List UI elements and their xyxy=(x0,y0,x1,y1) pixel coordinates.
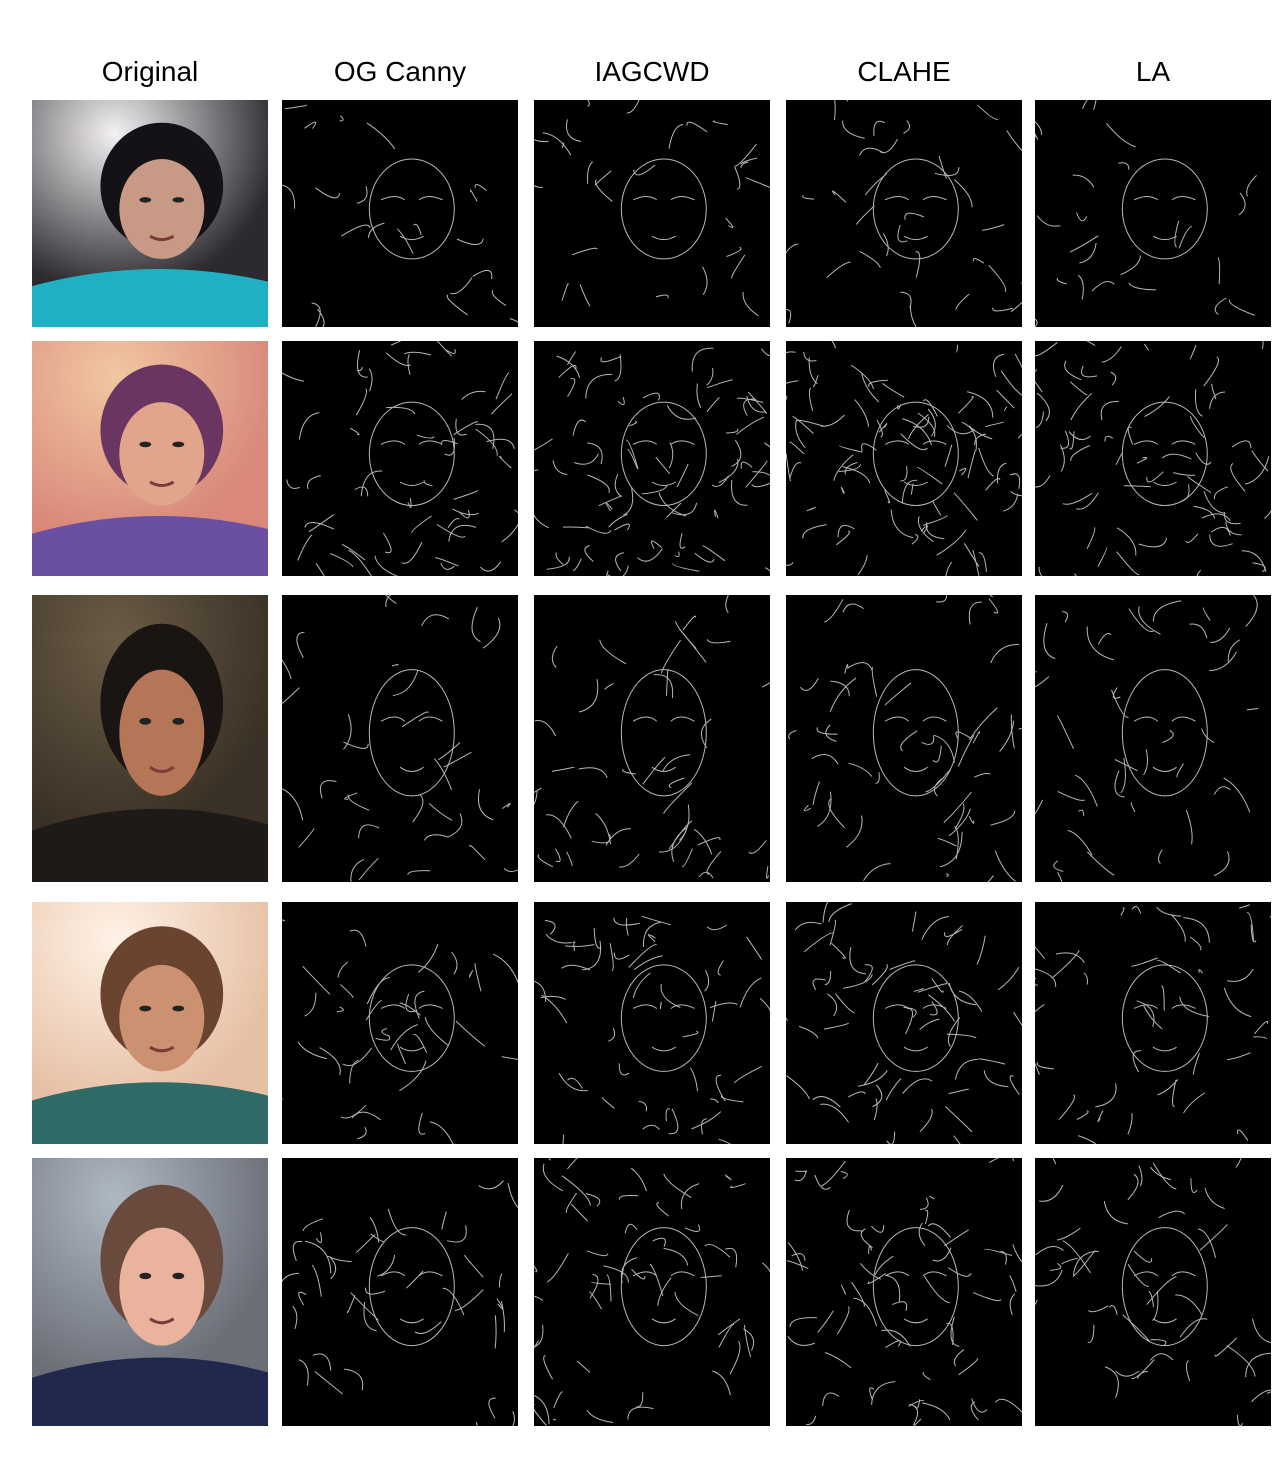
portrait-image xyxy=(32,595,268,882)
iagcwd-edge-map-row-3 xyxy=(534,595,770,882)
edge-detection-image xyxy=(786,100,1022,327)
edge-detection-image xyxy=(534,100,770,327)
original-photo-row-2 xyxy=(32,341,268,576)
original-photo-row-1 xyxy=(32,100,268,327)
edge-detection-image xyxy=(1035,902,1271,1144)
edge-detection-image xyxy=(282,341,518,576)
column-header-clahe: CLAHE xyxy=(857,56,951,87)
column-header-la: LA xyxy=(1135,56,1171,87)
edge-detection-image xyxy=(534,1158,770,1426)
la-edge-map-row-1 xyxy=(1035,100,1271,327)
edge-detection-image xyxy=(282,100,518,327)
edge-detection-image xyxy=(282,902,518,1144)
og-canny-edge-map-row-4 xyxy=(282,902,518,1144)
edge-detection-image xyxy=(1035,1158,1271,1426)
edge-detection-image xyxy=(534,902,770,1144)
edge-detection-image xyxy=(786,595,1022,882)
original-photo-row-4 xyxy=(32,902,268,1144)
edge-detection-image xyxy=(786,1158,1022,1426)
edge-detection-image xyxy=(534,595,770,882)
la-edge-map-row-4 xyxy=(1035,902,1271,1144)
edge-detection-image xyxy=(1035,100,1271,327)
og-canny-edge-map-row-2 xyxy=(282,341,518,576)
iagcwd-edge-map-row-4 xyxy=(534,902,770,1144)
portrait-image xyxy=(32,100,268,327)
clahe-edge-map-row-4 xyxy=(786,902,1022,1144)
edge-detection-image xyxy=(786,341,1022,576)
edge-detection-image xyxy=(282,595,518,882)
la-edge-map-row-3 xyxy=(1035,595,1271,882)
clahe-edge-map-row-2 xyxy=(786,341,1022,576)
iagcwd-edge-map-row-2 xyxy=(534,341,770,576)
iagcwd-edge-map-row-1 xyxy=(534,100,770,327)
column-header-original: Original xyxy=(101,56,199,87)
iagcwd-edge-map-row-5 xyxy=(534,1158,770,1426)
edge-detection-image xyxy=(534,341,770,576)
original-photo-row-5 xyxy=(32,1158,268,1426)
portrait-image xyxy=(32,1158,268,1426)
edge-detection-image xyxy=(282,1158,518,1426)
og-canny-edge-map-row-1 xyxy=(282,100,518,327)
edge-detection-image xyxy=(1035,341,1271,576)
og-canny-edge-map-row-5 xyxy=(282,1158,518,1426)
clahe-edge-map-row-5 xyxy=(786,1158,1022,1426)
portrait-image xyxy=(32,902,268,1144)
la-edge-map-row-2 xyxy=(1035,341,1271,576)
la-edge-map-row-5 xyxy=(1035,1158,1271,1426)
column-header-og-canny: OG Canny xyxy=(333,56,467,87)
clahe-edge-map-row-1 xyxy=(786,100,1022,327)
portrait-image xyxy=(32,341,268,576)
og-canny-edge-map-row-3 xyxy=(282,595,518,882)
column-header-iagcwd: IAGCWD xyxy=(594,56,710,87)
edge-detection-image xyxy=(1035,595,1271,882)
edge-detection-image xyxy=(786,902,1022,1144)
original-photo-row-3 xyxy=(32,595,268,882)
clahe-edge-map-row-3 xyxy=(786,595,1022,882)
